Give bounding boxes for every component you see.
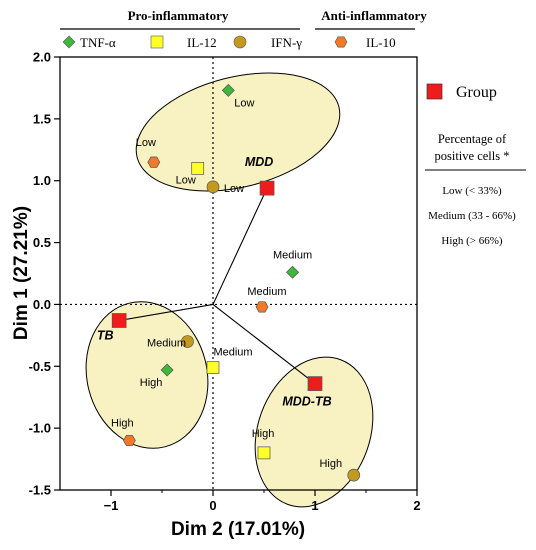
ellipse-tb [85,301,209,449]
group-label: MDD [245,155,273,169]
group-legend-label: Group [456,84,497,101]
ellipse-mdd-tb [254,356,374,508]
legend-item-tnf: TNF-α [62,35,116,50]
point-label: Low [136,137,156,149]
point-label: High [319,458,342,470]
legend-circle-icon [233,35,247,49]
x-tick-label: 1 [311,498,318,513]
ellipse-mdd [135,72,341,192]
point-label: Low [224,183,244,195]
legend-low: Low (< 33%) [442,185,502,197]
legend-medium: Medium (33 - 66%) [428,210,516,222]
side-legend: Group Percentage of positive cells * Low… [425,83,526,247]
group-square-icon [426,83,443,100]
legend-item-il12: IL-12 [150,35,217,50]
group-connector-line [212,303,316,385]
cytokine-point [147,156,161,168]
cytokine-point [206,361,220,374]
legend-group-title-pro: Pro-inflammatory [128,8,229,23]
y-tick-label: -0.5 [29,359,51,374]
group-connector-line [119,303,214,322]
cytokine-point [347,468,361,482]
group-ellipses [85,72,374,508]
group-connector-lines [119,187,316,385]
legend-label-ifn: IFN-γ [271,35,302,50]
cytokine-point [160,363,174,377]
group-point [307,376,323,391]
y-tick-label: 0.5 [33,235,51,250]
point-label: High [111,418,134,430]
legend-square-icon [150,35,164,49]
point-label: Low [176,174,196,186]
cytokine-point [206,180,220,194]
percentage-title-line2: positive cells * [435,149,510,163]
legend-high: High (> 66%) [441,235,503,247]
legend-item-ifn: IFN-γ [233,35,302,50]
group-point [111,313,127,328]
x-tick-label: 0 [209,498,216,513]
y-tick-label: 2.0 [33,50,51,65]
point-label: High [140,377,163,389]
y-tick-label: 1.5 [33,111,51,126]
group-point [259,180,275,196]
cytokine-point [181,335,194,348]
plot-frame [59,56,418,491]
y-tick-label: 0.0 [33,297,51,312]
legend-group-title-anti: Anti-inflammatory [321,8,427,23]
x-tick-label: −1 [104,498,119,513]
cytokine-point [122,434,136,447]
percentage-title-line1: Percentage of [438,132,507,146]
point-label: Medium [213,347,252,359]
reference-lines [60,57,417,490]
y-tick-label: -1.5 [29,483,51,498]
group-label: MDD-TB [282,395,331,409]
point-label: Medium [147,338,186,350]
cytokine-point [191,161,205,175]
cytokine-point [257,446,271,460]
legend-hexagon-icon [334,36,348,48]
cytokine-point [221,83,235,97]
top-legend: Pro-inflammatory Anti-inflammatory TNF-α… [60,8,427,50]
data-points [111,83,361,482]
y-tick-label: -1.0 [29,421,51,436]
y-tick-label: 1.0 [33,173,51,188]
y-axis-title: Dim 1 (27.21%) [11,206,32,340]
point-label: Medium [273,249,312,261]
cytokine-point [286,265,300,279]
group-connector-line [212,187,268,305]
cytokine-point [255,301,269,313]
point-label: Low [234,97,254,109]
x-tick-label: 2 [413,498,420,513]
group-label: TB [97,329,114,343]
legend-diamond-icon [62,35,76,49]
legend-label-il12: IL-12 [187,35,217,50]
legend-label-tnf: TNF-α [80,35,116,50]
axis-ticks: −1 0 1 2 2.0 1.5 1.0 0.5 0.0 -0.5 -1.0 -1.5 [29,50,421,514]
legend-item-il10: IL-10 [334,35,396,50]
point-label: High [252,428,275,440]
point-labels: Low Medium High Low Medium High Low Medium High L… [97,97,342,470]
legend-label-il10: IL-10 [366,35,396,50]
point-label: Medium [247,286,286,298]
x-axis-title: Dim 2 (17.01%) [171,519,305,540]
